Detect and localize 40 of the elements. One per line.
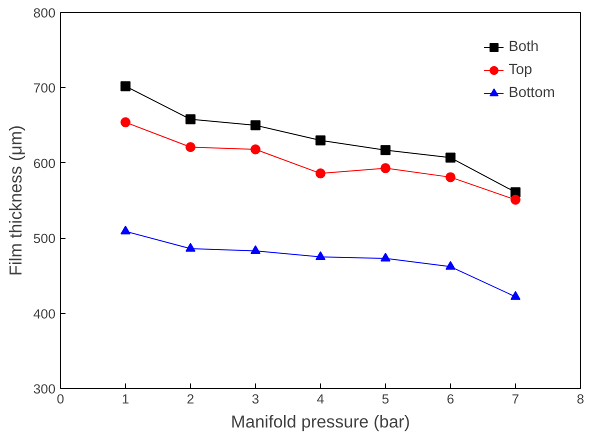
x-tick-label: 1 <box>122 392 130 406</box>
y-tick-label: 300 <box>33 382 56 396</box>
point <box>250 245 260 254</box>
point <box>316 135 326 146</box>
point <box>120 226 130 234</box>
point <box>250 144 260 154</box>
y-tick-label: 500 <box>33 231 56 246</box>
legend-label: Bottom <box>508 85 555 101</box>
point <box>316 168 326 178</box>
legend-label: Top <box>508 62 532 78</box>
x-tick-label: 2 <box>186 392 194 406</box>
x-tick-label: 7 <box>512 392 520 406</box>
point <box>186 242 196 252</box>
x-tick-label: 4 <box>316 392 325 406</box>
y-tick-label: 700 <box>33 80 56 96</box>
x-tick-label: 5 <box>382 392 390 406</box>
point <box>380 145 390 156</box>
y-tick-label: 800 <box>33 6 56 20</box>
y-tick-label: 400 <box>33 306 56 322</box>
point <box>186 114 196 124</box>
x-tick-label: 8 <box>576 392 584 406</box>
x-tick-label: 0 <box>56 392 64 406</box>
point <box>120 117 130 128</box>
point <box>120 81 130 92</box>
point <box>510 291 520 300</box>
point <box>186 142 196 152</box>
point <box>380 163 390 174</box>
x-tick-label: 3 <box>252 392 260 406</box>
point <box>380 252 390 262</box>
point <box>446 260 456 270</box>
point <box>316 251 326 260</box>
legend-label: Both <box>508 39 539 55</box>
y-axis-title: Film thickness (μm) <box>5 125 26 276</box>
point <box>446 152 456 163</box>
x-axis-title: Manifold pressure (bar) <box>230 412 410 432</box>
point <box>250 120 260 130</box>
x-tick-label: 6 <box>446 392 454 406</box>
point <box>446 172 456 182</box>
y-tick-label: 600 <box>33 156 56 171</box>
point <box>510 194 520 205</box>
